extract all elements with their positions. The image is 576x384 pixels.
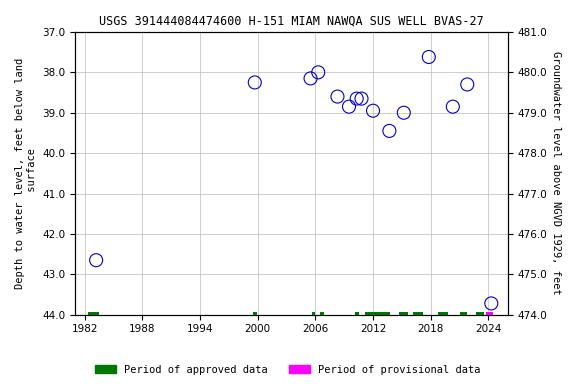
Point bbox=[333, 94, 342, 100]
Point bbox=[344, 104, 354, 110]
Point bbox=[92, 257, 101, 263]
Point bbox=[306, 75, 315, 81]
Y-axis label: Groundwater level above NGVD 1929, feet: Groundwater level above NGVD 1929, feet bbox=[551, 51, 561, 295]
Bar bbox=[355, 312, 359, 317]
Bar bbox=[320, 312, 324, 317]
Bar bbox=[88, 312, 99, 317]
Point bbox=[448, 104, 457, 110]
Legend: Period of approved data, Period of provisional data: Period of approved data, Period of provi… bbox=[91, 361, 485, 379]
Point bbox=[357, 96, 366, 102]
Y-axis label: Depth to water level, feet below land
 surface: Depth to water level, feet below land su… bbox=[15, 58, 37, 289]
Point bbox=[487, 300, 496, 306]
Title: USGS 391444084474600 H-151 MIAM NAWQA SUS WELL BVAS-27: USGS 391444084474600 H-151 MIAM NAWQA SU… bbox=[99, 15, 484, 28]
Bar bbox=[312, 312, 315, 317]
Point bbox=[424, 54, 433, 60]
Point bbox=[250, 79, 259, 86]
Bar bbox=[365, 312, 391, 317]
Point bbox=[352, 96, 361, 102]
Bar bbox=[476, 312, 484, 317]
Point bbox=[314, 69, 323, 75]
Point bbox=[385, 128, 394, 134]
Point bbox=[399, 110, 408, 116]
Bar bbox=[486, 312, 493, 317]
Bar bbox=[438, 312, 448, 317]
Bar bbox=[253, 312, 257, 317]
Point bbox=[463, 81, 472, 88]
Bar bbox=[399, 312, 408, 317]
Bar bbox=[460, 312, 467, 317]
Bar bbox=[414, 312, 423, 317]
Point bbox=[369, 108, 378, 114]
